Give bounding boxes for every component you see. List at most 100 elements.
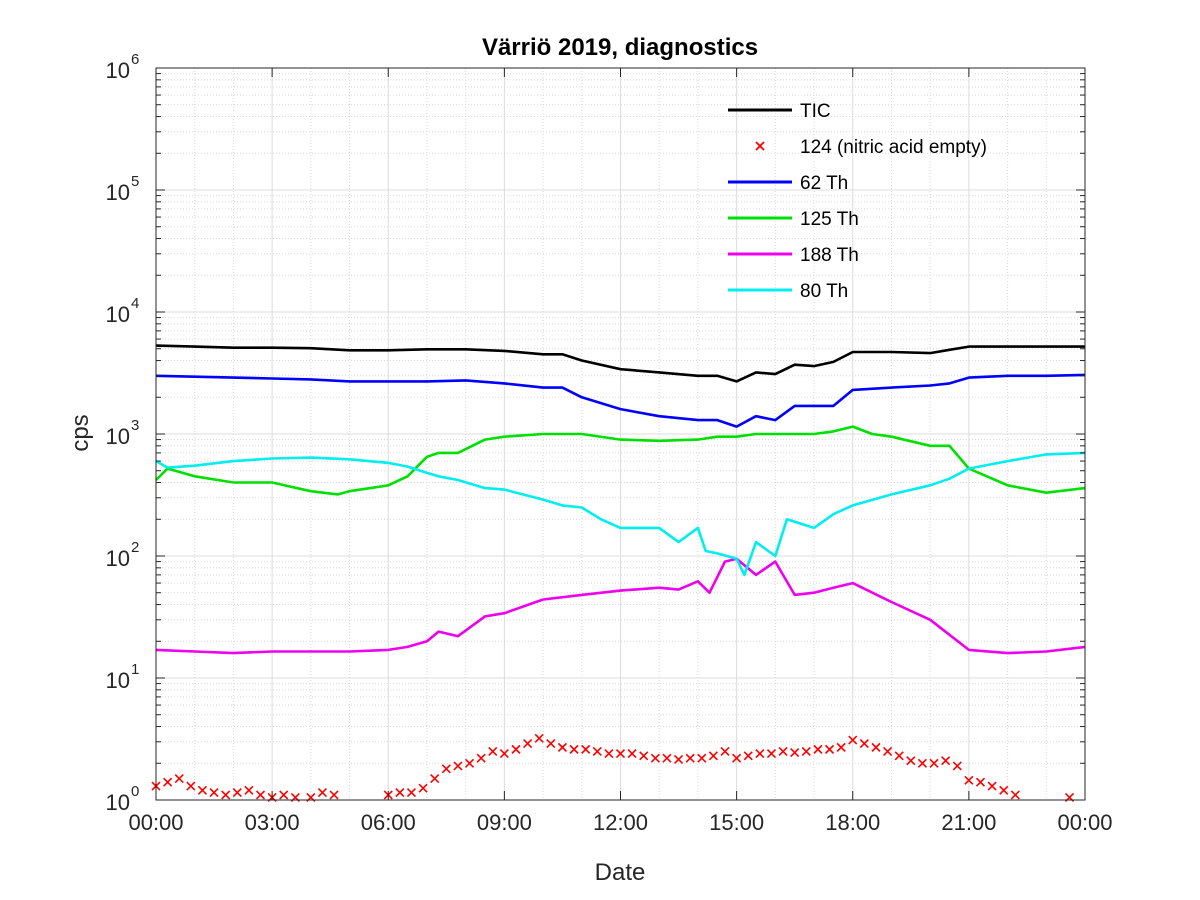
data-point — [720, 746, 730, 757]
data-point — [836, 742, 846, 752]
data-point — [197, 785, 208, 795]
legend-label: 62 Th — [800, 173, 848, 194]
data-point — [615, 749, 626, 759]
y-tick-label: 10 — [106, 790, 130, 815]
data-point — [871, 742, 881, 752]
data-point — [999, 785, 1009, 795]
data-point — [418, 783, 428, 793]
series-line-125-th — [155, 425, 1086, 496]
y-axis-label: cps — [67, 414, 94, 451]
y-tick-label: 10 — [106, 424, 130, 449]
series-line-62-th — [155, 373, 1086, 428]
data-point — [917, 758, 927, 768]
data-point — [743, 751, 753, 761]
x-tick-label: 15:00 — [709, 810, 764, 835]
legend-item: TIC — [728, 101, 831, 122]
data-point — [708, 751, 718, 761]
x-tick-label: 18:00 — [825, 810, 880, 835]
series-line-80-th — [155, 451, 1086, 577]
series-markers-124-nitric-acid-empty — [151, 733, 1075, 802]
x-tick-label: 00:00 — [1057, 810, 1112, 835]
y-tick-label: 10 — [106, 668, 130, 693]
data-point — [883, 746, 893, 757]
legend-item: 62 Th — [728, 173, 848, 194]
y-tick-label: 10 — [106, 180, 130, 205]
data-point — [317, 788, 328, 798]
plot-series — [151, 344, 1086, 802]
x-tick-labels: 00:00 03:00 06:00 09:00 12:00 15:00 18:00 21:00… — [128, 810, 1112, 835]
data-point — [186, 781, 196, 791]
data-point — [964, 775, 974, 785]
data-point — [906, 756, 916, 766]
legend-item: 188 Th — [728, 245, 859, 266]
y-tick-exponent: 6 — [131, 51, 139, 68]
data-point — [987, 781, 997, 791]
legend-label: TIC — [800, 101, 831, 122]
data-point — [534, 733, 544, 743]
data-point — [569, 744, 579, 754]
data-point — [848, 735, 858, 745]
x-tick-label: 03:00 — [245, 810, 300, 835]
data-point — [813, 744, 823, 754]
data-point — [329, 790, 339, 800]
legend-item: 125 Th — [728, 209, 859, 230]
data-point — [650, 753, 660, 763]
data-point — [929, 758, 939, 768]
data-point — [894, 751, 904, 761]
data-point — [406, 788, 417, 798]
legend-label: 188 Th — [800, 245, 859, 266]
data-point — [499, 749, 509, 759]
data-point — [163, 777, 173, 787]
data-point — [476, 753, 486, 763]
data-point — [778, 746, 788, 757]
data-point — [697, 753, 707, 763]
data-point — [673, 754, 684, 765]
y-tick-exponent: 4 — [131, 295, 139, 312]
data-point — [174, 773, 184, 784]
chart-title: Värriö 2019, diagnostics — [482, 34, 758, 61]
data-point — [604, 749, 614, 759]
legend: TIC 124 (nitric acid empty) 62 Th 125 Th 188… — [728, 101, 987, 302]
data-point — [755, 749, 765, 759]
data-point — [790, 747, 800, 758]
data-point — [255, 790, 266, 800]
data-point — [546, 739, 556, 749]
x-tick-label: 06:00 — [361, 810, 416, 835]
data-point — [975, 777, 986, 787]
x-tick-label: 00:00 — [128, 810, 183, 835]
data-point — [464, 758, 475, 768]
y-tick-exponent: 3 — [131, 417, 139, 434]
data-point — [279, 790, 289, 800]
data-point — [209, 788, 219, 798]
data-point — [430, 773, 440, 784]
y-tick-exponent: 2 — [131, 539, 139, 556]
y-tick-exponent: 5 — [131, 173, 139, 190]
axis-ticks — [155, 67, 1086, 801]
data-point — [766, 749, 777, 759]
data-point — [639, 751, 649, 761]
x-axis-label: Date — [595, 859, 646, 886]
data-point — [244, 785, 254, 795]
data-point — [441, 764, 451, 774]
legend-item: 124 (nitric acid empty) — [755, 137, 987, 158]
y-tick-exponent: 1 — [131, 661, 139, 678]
data-point — [685, 753, 695, 763]
data-point — [627, 749, 637, 759]
data-point — [732, 753, 742, 763]
data-point — [511, 744, 521, 754]
legend-item: 80 Th — [728, 281, 848, 302]
series-line-188-th — [155, 557, 1086, 655]
data-point — [801, 746, 811, 757]
data-point — [941, 756, 951, 766]
data-point — [1010, 790, 1020, 800]
data-point — [232, 788, 242, 798]
y-tick-exponent: 0 — [131, 783, 139, 800]
x-tick-label: 21:00 — [941, 810, 996, 835]
data-point — [662, 753, 672, 763]
data-point — [581, 744, 591, 754]
x-tick-label: 09:00 — [477, 810, 532, 835]
data-point — [824, 744, 835, 754]
data-point — [395, 788, 405, 798]
